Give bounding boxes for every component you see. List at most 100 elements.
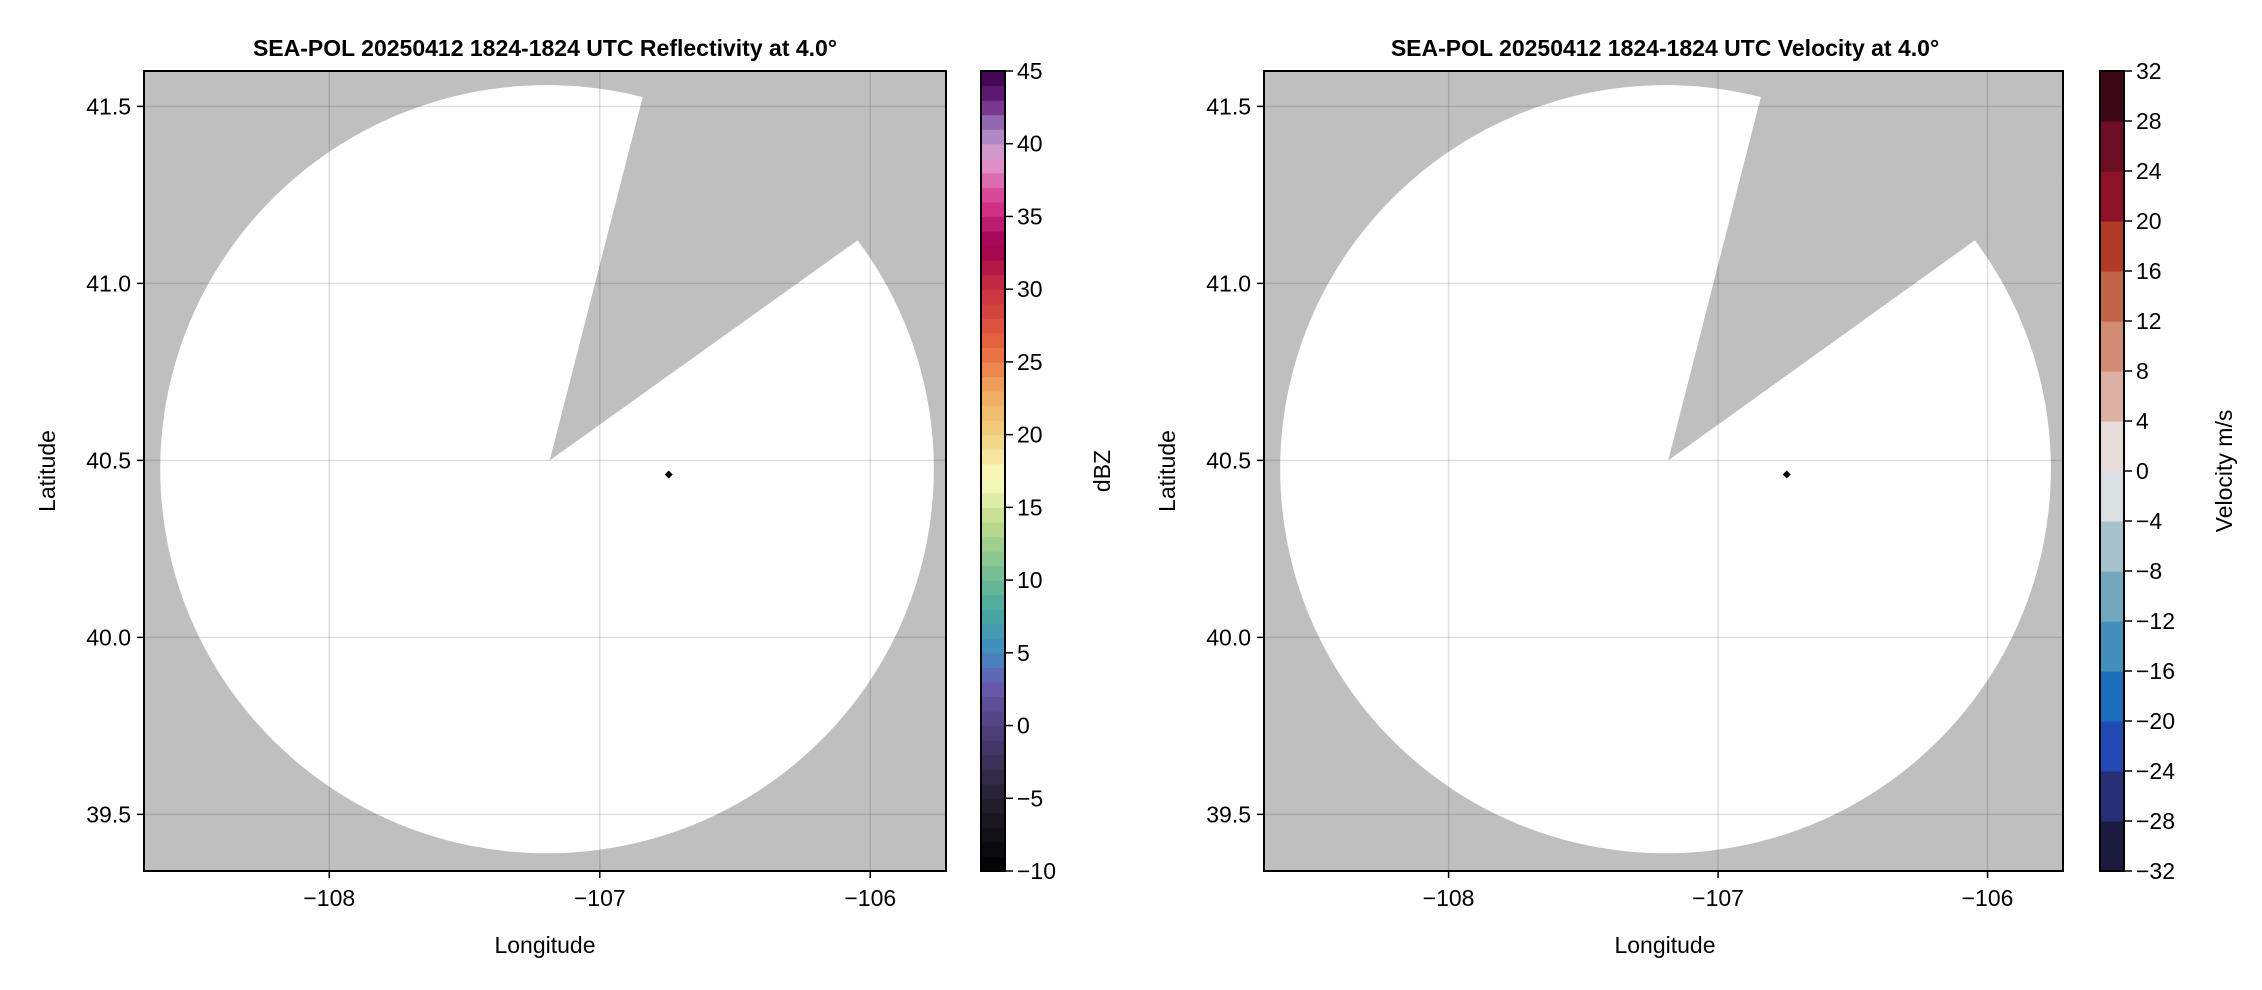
velocity-colorbar-bin [2100,721,2124,772]
reflectivity-colorbar-bin [981,245,1005,261]
velocity-blocked-sector [1668,71,2063,461]
velocity-xtick-label: −108 [1423,885,1475,911]
reflectivity-colorbar-bin [981,841,1005,858]
velocity-ytick-label: 41.0 [1206,270,1251,296]
reflectivity-colorbar-bin [981,405,1005,421]
velocity-plot-area [1264,71,2063,871]
velocity-colorbar-bin [2100,121,2124,172]
velocity-axes-frame [1263,70,2064,872]
velocity-ytick-label: 40.5 [1206,447,1251,473]
reflectivity-colorbar-tick-label: 10 [1017,567,1043,593]
reflectivity-colorbar-bin [981,740,1005,756]
reflectivity-colorbar-tick-label: −5 [1017,785,1043,811]
reflectivity-colorbar-bin [981,85,1005,101]
reflectivity-colorbar-bin [981,856,1005,872]
velocity-colorbar-tick-label: 0 [2136,458,2149,484]
reflectivity-colorbar-tick-label: −10 [1017,858,1056,884]
reflectivity-colorbar-bin [981,507,1005,523]
velocity-colorbar-bin [2100,521,2124,572]
velocity-colorbar-bin [2100,821,2124,872]
reflectivity-colorbar-tick-label: 0 [1017,713,1030,739]
velocity-radar-site-marker [1782,470,1791,479]
velocity-panel: SEA-POL 20250412 1824-1824 UTC Velocity … [1154,35,2237,958]
reflectivity-colorbar-bin [981,812,1005,828]
velocity-colorbar-bin [2100,621,2124,672]
reflectivity-colorbar-bin [981,201,1005,218]
velocity-colorbar-tick-label: −28 [2136,808,2175,834]
reflectivity-ylabel: Latitude [34,430,60,512]
reflectivity-colorbar-bin [981,114,1005,130]
velocity-colorbar-bin [2100,171,2124,222]
velocity-colorbar-tick-label: −16 [2136,658,2175,684]
reflectivity-ytick-label: 41.5 [86,93,131,119]
reflectivity-colorbar-tick-label: 25 [1017,349,1043,375]
reflectivity-colorbar-tick-label: 40 [1017,131,1043,157]
reflectivity-colorbar-bin [981,769,1005,785]
velocity-colorbar-bin [2100,221,2124,272]
velocity-colorbar-tick-label: 20 [2136,208,2162,234]
reflectivity-ytick-label: 40.5 [86,447,131,473]
reflectivity-xlabel: Longitude [494,932,595,958]
reflectivity-colorbar-bin [981,580,1005,596]
velocity-colorbar-bin [2100,421,2124,472]
reflectivity-colorbar-bin [981,318,1005,334]
velocity-xtick-label: −106 [1962,885,2014,911]
reflectivity-xtick-label: −106 [844,885,896,911]
reflectivity-colorbar-tick-label: 15 [1017,494,1043,520]
reflectivity-colorbar-tick-label: 20 [1017,422,1043,448]
velocity-title: SEA-POL 20250412 1824-1824 UTC Velocity … [1391,35,1939,61]
reflectivity-colorbar-bin [981,100,1005,116]
velocity-colorbar-tick-label: −20 [2136,708,2175,734]
reflectivity-colorbar-bin [981,332,1005,348]
velocity-colorbar-bin [2100,771,2124,822]
velocity-colorbar-tick-label: −12 [2136,608,2175,634]
reflectivity-colorbar-bin [981,827,1005,843]
reflectivity-panel: SEA-POL 20250412 1824-1824 UTC Reflectiv… [34,35,1115,958]
velocity-colorbar-tick-label: −4 [2136,508,2162,534]
reflectivity-radar-site-marker [664,470,673,479]
reflectivity-colorbar-bin [981,798,1005,814]
velocity-colorbar-tick-label: 24 [2136,158,2162,184]
velocity-colorbar-tick-label: 12 [2136,308,2162,334]
reflectivity-colorbar-bin [981,129,1005,145]
reflectivity-blocked-sector [549,71,946,461]
velocity-colorbar-bin [2100,471,2124,522]
reflectivity-colorbar-bin [981,361,1005,378]
velocity-colorbar-bin [2100,671,2124,722]
reflectivity-colorbar-bin [981,711,1005,727]
velocity-ytick-label: 40.0 [1206,624,1251,650]
reflectivity-colorbar-bin [981,391,1005,407]
reflectivity-colorbar-bin [981,565,1005,581]
velocity-colorbar-tick-label: 32 [2136,58,2162,84]
reflectivity-colorbar-tick-label: 30 [1017,276,1043,302]
velocity-ytick-label: 39.5 [1206,801,1251,827]
reflectivity-colorbar-bin [981,434,1005,450]
velocity-colorbar-bin [2100,371,2124,422]
reflectivity-xtick-label: −107 [574,885,626,911]
reflectivity-colorbar-bin [981,376,1005,392]
velocity-colorbar-bin [2100,571,2124,622]
velocity-colorbar-tick-label: 28 [2136,108,2162,134]
reflectivity-colorbar-bin [981,260,1005,276]
velocity-colorbar-tick-label: −8 [2136,558,2162,584]
reflectivity-colorbar-bin [981,754,1005,770]
reflectivity-xtick-label: −108 [303,885,355,911]
reflectivity-colorbar-bin [981,143,1005,159]
velocity-colorbar-tick-label: 4 [2136,408,2149,434]
reflectivity-colorbar-bin [981,638,1005,654]
velocity-colorbar-tick-label: 8 [2136,358,2149,384]
reflectivity-ytick-label: 41.0 [86,270,131,296]
velocity-colorbar-bin [2100,321,2124,372]
reflectivity-colorbar-bin [981,623,1005,639]
reflectivity-colorbar-bin [981,172,1005,188]
velocity-colorbar-bin [2100,271,2124,322]
reflectivity-colorbar-bin [981,158,1005,174]
velocity-colorbar-label: Velocity m/s [2211,410,2237,533]
reflectivity-colorbar-bin [981,681,1005,698]
reflectivity-colorbar-bin [981,478,1005,494]
reflectivity-colorbar-bin [981,652,1005,668]
reflectivity-colorbar-frame [980,70,1006,872]
reflectivity-ytick-label: 40.0 [86,624,131,650]
reflectivity-colorbar-tick-label: 45 [1017,58,1043,84]
reflectivity-colorbar-bin [981,667,1005,683]
